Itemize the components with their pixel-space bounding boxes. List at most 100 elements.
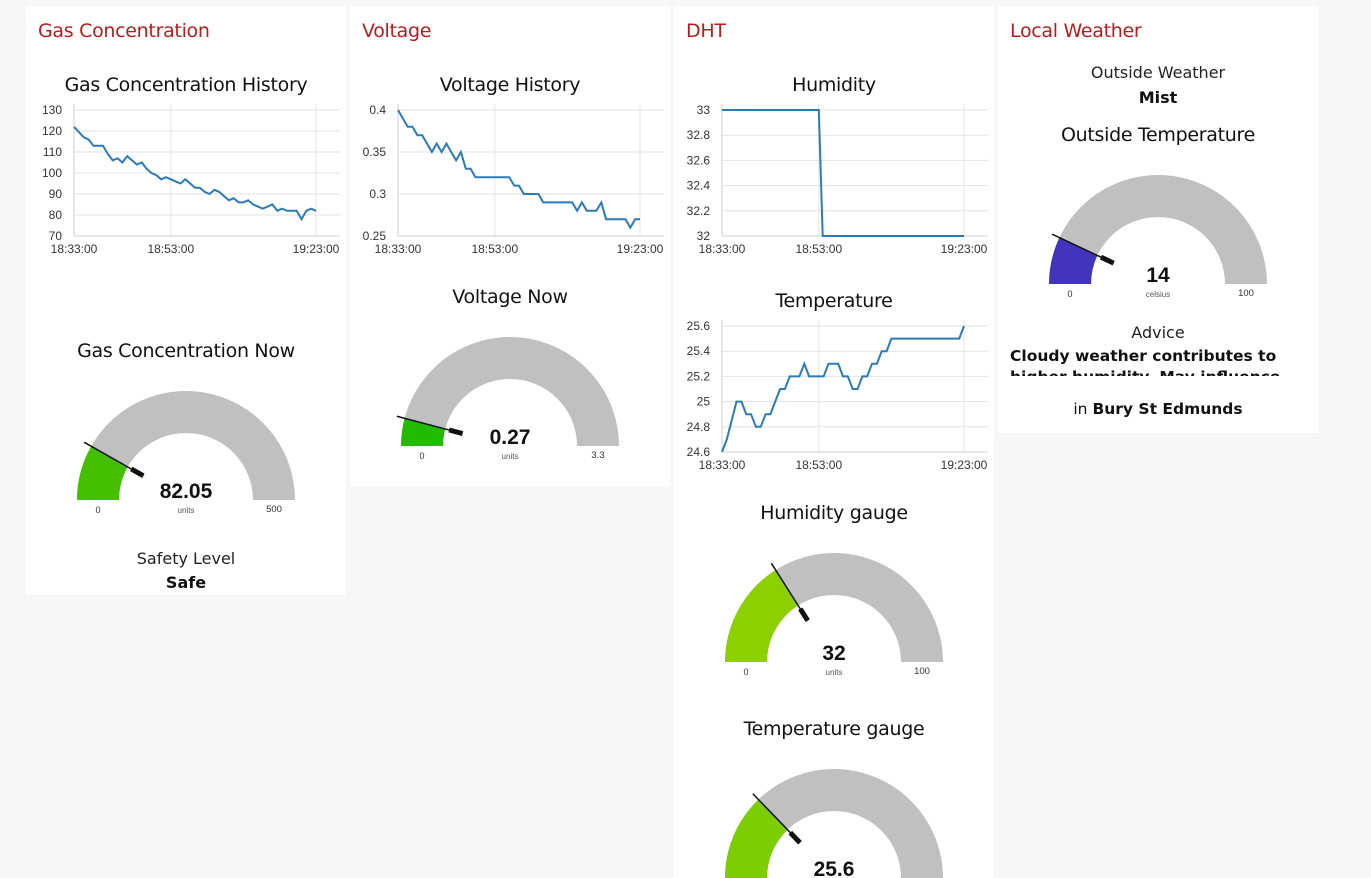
x-tick-label: 18:53:00 (147, 242, 194, 256)
voltage-history-title: Voltage History (439, 74, 581, 96)
x-tick-label: 19:23:00 (293, 242, 340, 256)
series-line (722, 109, 964, 237)
gas-history-title: Gas Concentration History (64, 74, 308, 96)
y-tick-label: 25.2 (687, 369, 711, 383)
y-tick-label: 25 (697, 395, 711, 409)
y-tick-label: 24.8 (687, 420, 711, 434)
gauge-min-label: 0 (743, 667, 748, 677)
gauge-units-text: units (826, 668, 843, 677)
outside-temperature-title: Outside Temperature (1060, 124, 1256, 146)
gauge-value-text: 25.6 (814, 858, 855, 878)
y-tick-label: 32.4 (687, 179, 711, 193)
gauge-value-text: 32 (822, 642, 845, 665)
x-tick-label: 19:23:00 (617, 242, 664, 256)
location-line: in Bury St Edmunds (998, 400, 1318, 418)
y-tick-label: 80 (49, 208, 63, 222)
voltage-gauge: 0.27 units 0 3.3 (396, 337, 619, 461)
gauge-value-text: 82.05 (160, 480, 213, 503)
gas-gauge: 82.05 units 0 500 (77, 391, 295, 515)
x-tick-label: 19:23:00 (941, 242, 988, 256)
y-tick-label: 24.6 (687, 445, 711, 459)
x-tick-label: 18:33:00 (699, 242, 746, 256)
group-title-gas: Gas Concentration (38, 20, 210, 42)
gauge-needle-base (129, 466, 145, 479)
y-tick-label: 70 (49, 229, 63, 243)
gauge-value-arc (1049, 237, 1098, 284)
y-tick-label: 25.6 (687, 319, 711, 333)
gauge-track (725, 769, 943, 878)
group-title-dht: DHT (686, 20, 726, 42)
series-line (73, 126, 317, 222)
x-tick-label: 18:53:00 (471, 242, 518, 256)
gauge-value-text: 0.27 (490, 426, 531, 449)
gauge-track (77, 391, 295, 500)
y-tick-label: 110 (43, 145, 62, 159)
advice-text: Cloudy weather contributes to higher hum… (1010, 347, 1280, 376)
humidity-history-title: Humidity (792, 74, 876, 96)
gauge-value-arc (725, 569, 799, 662)
voltage-now-title: Voltage Now (452, 286, 568, 308)
gauge-value-arc (725, 799, 788, 878)
advice-label: Advice (1131, 323, 1185, 342)
x-tick-label: 19:23:00 (941, 458, 988, 472)
gauge-min-label: 0 (1067, 289, 1072, 299)
series-line (721, 325, 965, 453)
gauge-value-arc (401, 418, 446, 446)
location-name: Bury St Edmunds (1092, 400, 1243, 418)
x-tick-label: 18:53:00 (795, 242, 842, 256)
weather-group: Local Weather Outside Weather Mist Outsi… (998, 6, 1318, 433)
outside-weather-value: Mist (1138, 88, 1178, 107)
gauge-units-text: celsius (1146, 290, 1170, 299)
y-tick-label: 130 (42, 103, 62, 117)
group-title-voltage: Voltage (362, 20, 432, 42)
x-tick-label: 18:33:00 (51, 242, 98, 256)
gauge-track (401, 337, 619, 446)
gauge-max-label: 100 (1238, 288, 1254, 299)
voltage-group: Voltage Voltage History 0.4 0.35 0.3 0.25 18… (350, 6, 670, 486)
humidity-gauge-title: Humidity gauge (760, 502, 908, 524)
gauge-value-text: 14 (1146, 264, 1170, 287)
gauge-needle-base (798, 607, 810, 622)
y-tick-label: 0.4 (369, 103, 386, 117)
y-tick-label: 120 (42, 124, 62, 138)
outside-weather-label: Outside Weather (1090, 63, 1226, 82)
x-tick-label: 18:53:00 (795, 458, 842, 472)
group-title-weather: Local Weather (1010, 20, 1142, 42)
gauge-needle-base (448, 427, 464, 436)
gauge-max-label: 100 (914, 666, 930, 677)
temperature-gauge: 25.6 (725, 769, 943, 878)
y-tick-label: 90 (49, 187, 63, 201)
gauge-min-label: 0 (95, 505, 100, 515)
y-tick-label: 0.3 (369, 187, 386, 201)
dht-group: DHT Humidity 33 32.8 32.6 32.4 32.2 32 18:33:0… (674, 6, 994, 878)
y-tick-label: 32.6 (687, 153, 711, 167)
humidity-gauge: 32 units 0 100 (725, 553, 943, 677)
safety-level-label: Safety Level (136, 549, 236, 568)
gas-now-title: Gas Concentration Now (77, 340, 295, 362)
gauge-needle-base (788, 830, 802, 845)
gauge-max-label: 500 (266, 504, 282, 515)
gauge-units-text: units (178, 506, 195, 515)
location-prefix: in (1073, 400, 1088, 418)
temperature-history-chart: 25.6 25.4 25.2 25 24.8 24.618:33:00 18:53:00 19… (687, 319, 988, 472)
temperature-history-title: Temperature (775, 290, 893, 312)
y-tick-label: 0.25 (363, 229, 387, 243)
y-tick-label: 0.35 (363, 145, 387, 159)
temperature-gauge-title: Temperature gauge (743, 718, 925, 740)
gas-group: Gas Concentration Gas Concentration Hist… (26, 6, 346, 595)
y-tick-label: 100 (42, 166, 62, 180)
y-tick-label: 25.4 (687, 344, 711, 358)
y-tick-label: 33 (697, 103, 711, 117)
gauge-max-label: 3.3 (591, 450, 604, 461)
series-line (397, 109, 640, 230)
x-tick-label: 18:33:00 (375, 242, 422, 256)
x-tick-label: 18:33:00 (699, 458, 746, 472)
safety-level-value: Safe (165, 573, 207, 592)
gauge-track (1049, 175, 1267, 284)
gauge-units-text: units (502, 452, 519, 461)
y-tick-label: 32 (697, 229, 711, 243)
gauge-min-label: 0 (419, 451, 424, 461)
